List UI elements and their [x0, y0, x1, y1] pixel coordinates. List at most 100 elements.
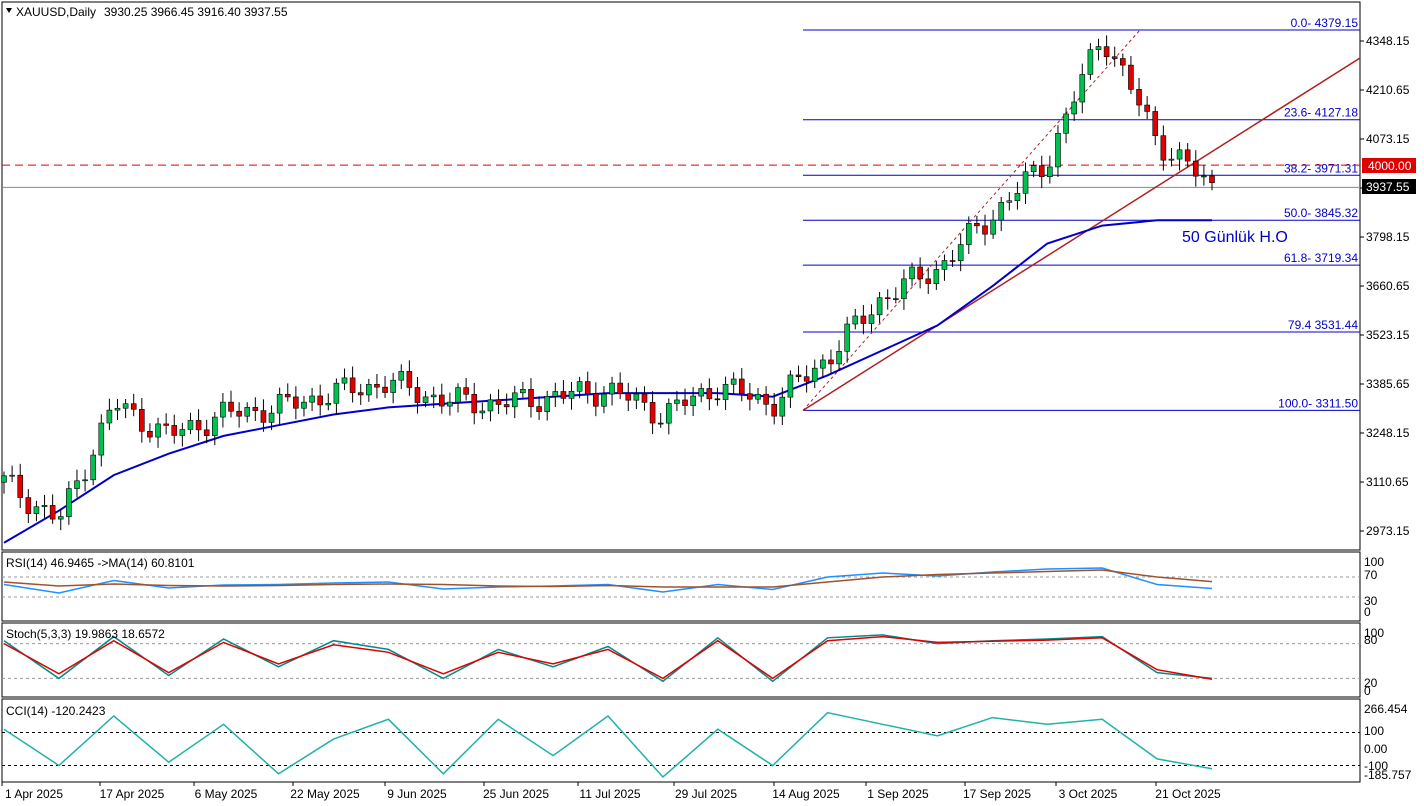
candle-down: [252, 407, 259, 411]
candle-up: [1, 475, 7, 483]
candle-up: [722, 383, 729, 400]
candle-down: [1136, 89, 1142, 106]
candle-down: [649, 402, 656, 424]
candle-up: [82, 479, 88, 482]
indicator-axis-label: 0: [1364, 605, 1371, 619]
candle-down: [982, 225, 988, 235]
candle-down: [374, 384, 380, 388]
candle-up: [211, 416, 218, 436]
candle-down: [357, 392, 364, 396]
time-tick-label: 29 Jul 2025: [675, 787, 737, 801]
indicator-axis-label: 0.00: [1364, 742, 1388, 756]
trend-line: [802, 57, 1361, 412]
candle-down: [236, 410, 242, 417]
candle-down: [714, 398, 721, 401]
candle-down: [803, 376, 810, 382]
candle-down: [349, 377, 356, 393]
candle-down: [171, 425, 178, 436]
indicator-axis-label: 20: [1364, 676, 1378, 690]
symbol-label: XAUUSD,Daily: [16, 5, 96, 19]
candle-up: [901, 278, 907, 299]
candle-up: [820, 359, 826, 369]
candle-down: [17, 474, 24, 498]
collapse-triangle-icon[interactable]: [6, 8, 12, 13]
candle-up: [1030, 165, 1037, 173]
price-tick-label: 4348.15: [1366, 34, 1410, 48]
candle-up: [276, 393, 283, 414]
candle-down: [528, 388, 534, 407]
candle-down: [228, 401, 234, 412]
candle-down: [1120, 58, 1126, 66]
candle-up: [730, 378, 737, 385]
candle-up: [1176, 149, 1183, 160]
candle-down: [284, 393, 291, 398]
candle-up: [933, 269, 940, 284]
candle-up: [325, 403, 332, 406]
candle-down: [1038, 165, 1045, 178]
level-price-text: 4000.00: [1368, 159, 1412, 173]
indicator-axis-label: 100: [1364, 555, 1384, 569]
candle-up: [852, 315, 859, 325]
candle-up: [511, 392, 518, 408]
candle-up: [601, 393, 607, 407]
candle-down: [438, 394, 445, 407]
candle-up: [333, 382, 340, 404]
candle-up: [520, 388, 526, 394]
time-tick-label: 25 Jun 2025: [483, 787, 549, 801]
stoch-main-line: [3, 634, 1213, 683]
candle-up: [957, 244, 964, 262]
time-axis: 1 Apr 2025 17 Apr 2025 6 May 2025 22 May 20…: [1, 782, 1221, 801]
candle-up: [1006, 200, 1013, 203]
candle-down: [147, 430, 153, 438]
candle-up: [811, 367, 818, 382]
candle-up: [941, 260, 948, 270]
candle-down: [617, 382, 623, 394]
candle-up: [487, 399, 494, 412]
candle-down: [1160, 135, 1167, 161]
candle-up: [576, 381, 583, 392]
candle-down: [560, 391, 567, 399]
ohlc-values: 3930.25 3966.45 3916.40 3937.55: [104, 5, 288, 19]
indicator-axis-label: 30: [1364, 594, 1378, 608]
candle-down: [795, 374, 802, 377]
candle-down: [463, 387, 469, 395]
candle-up: [1014, 193, 1021, 202]
price-tick-label: 3110.65: [1366, 475, 1409, 489]
candle-up: [341, 377, 348, 384]
candle-down: [1128, 64, 1134, 90]
price-tick-label: 4073.15: [1366, 132, 1410, 146]
candle-up: [568, 390, 575, 399]
candle-up: [41, 505, 48, 508]
ma50-line: [3, 219, 1212, 544]
candle-down: [860, 315, 867, 324]
indicator-axis-label: 0: [1364, 684, 1371, 698]
indicator-axis-label: 266.454: [1364, 702, 1408, 716]
time-tick-label: 22 May 2025: [290, 787, 360, 801]
candle-down: [130, 403, 137, 410]
fib-label: 79.4 3531.44: [1288, 318, 1358, 332]
candle-down: [917, 266, 923, 280]
candle-up: [301, 401, 307, 409]
candle-down: [406, 371, 413, 388]
indicator-axis-label: 100: [1364, 724, 1384, 738]
indicator-axis-label: 70: [1364, 568, 1378, 582]
rsi-ma-line: [3, 569, 1213, 588]
time-tick-label: 6 May 2025: [195, 787, 258, 801]
candle-down: [49, 505, 56, 520]
price-axis: 4348.154210.654073.153935.653798.153660.…: [1360, 34, 1412, 782]
candle-up: [366, 384, 372, 396]
candle-down: [657, 422, 664, 425]
candle-down: [625, 393, 632, 401]
candle-up: [666, 403, 672, 424]
candle-up: [122, 403, 129, 409]
stoch-panel: [1, 622, 1361, 698]
candle-up: [268, 412, 275, 423]
indicator-lines: [2, 567, 1360, 779]
candle-up: [9, 474, 15, 477]
candle-down: [382, 386, 388, 393]
candle-up: [479, 410, 486, 414]
candle-up: [90, 454, 96, 481]
trend-lines: [802, 29, 1361, 412]
candle-up: [422, 396, 429, 403]
